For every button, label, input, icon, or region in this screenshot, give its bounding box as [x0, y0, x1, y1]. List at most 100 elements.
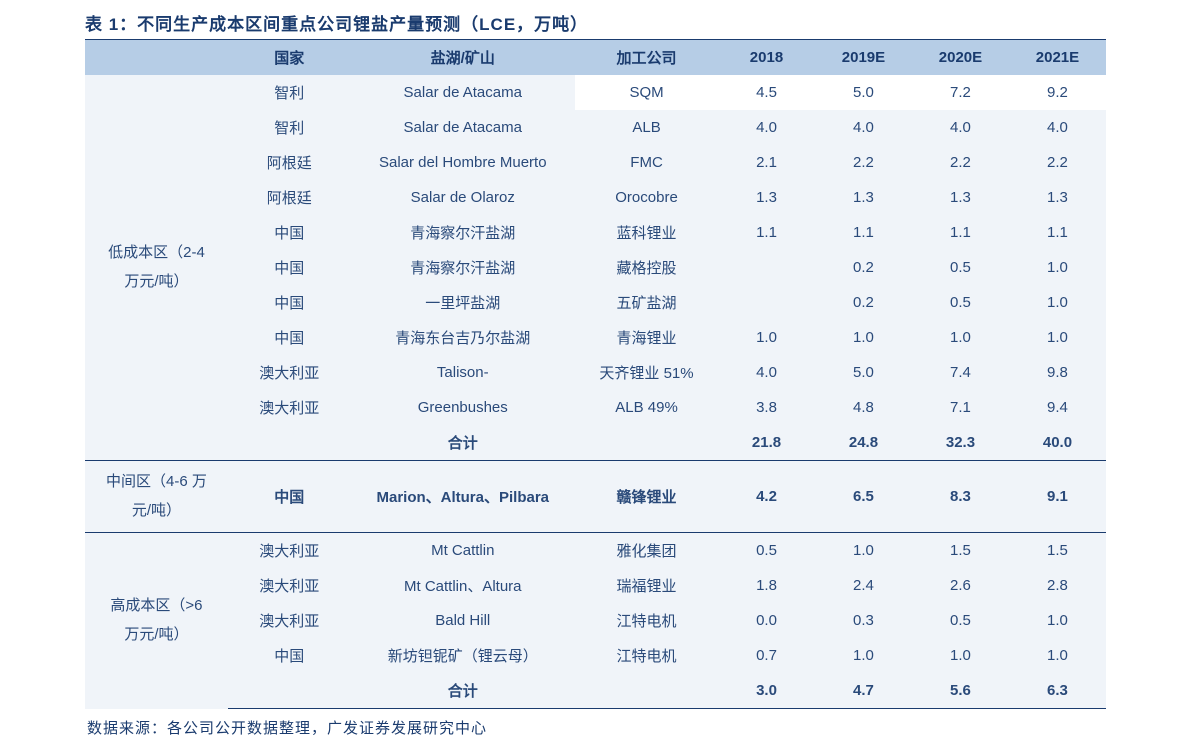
cell-2018: 0.7	[718, 638, 815, 673]
table-row: 澳大利亚GreenbushesALB 49%3.84.87.19.4	[85, 390, 1106, 425]
cell-2019: 0.2	[815, 250, 912, 285]
cell-mine: 青海察尔汗盐湖	[350, 250, 575, 285]
cell-company: 蓝科锂业	[575, 215, 718, 250]
col-2018: 2018	[718, 40, 815, 76]
cell-2018: 4.0	[718, 355, 815, 390]
cell-2019: 1.0	[815, 638, 912, 673]
cell-2019: 1.0	[815, 320, 912, 355]
table-row: 阿根廷Salar del Hombre MuertoFMC2.12.22.22.…	[85, 145, 1106, 180]
table-row: 智利Salar de AtacamaALB4.04.04.04.0	[85, 110, 1106, 145]
subtotal-row: 合计 21.824.832.340.0	[85, 425, 1106, 461]
subtotal-row: 合计3.04.75.66.3	[85, 673, 1106, 709]
col-country: 国家	[228, 40, 351, 76]
cell-2021: 9.1	[1009, 461, 1106, 533]
cell-2019: 6.5	[815, 461, 912, 533]
cell-2020: 0.5	[912, 250, 1009, 285]
cell-country: 中国	[228, 461, 351, 533]
cell-country: 中国	[228, 638, 351, 673]
cell-2020: 0.5	[912, 603, 1009, 638]
cell-mine: Bald Hill	[350, 603, 575, 638]
cell-2019: 1.0	[815, 533, 912, 569]
table-row: 中国青海察尔汗盐湖蓝科锂业1.11.11.11.1	[85, 215, 1106, 250]
cell-2019: 1.3	[815, 180, 912, 215]
cell-2020: 1.0	[912, 320, 1009, 355]
col-mine: 盐湖/矿山	[350, 40, 575, 76]
cell-2019: 5.0	[815, 355, 912, 390]
cell-2019: 1.1	[815, 215, 912, 250]
cell-2018: 3.8	[718, 390, 815, 425]
cell-country: 智利	[228, 110, 351, 145]
cell-2020: 8.3	[912, 461, 1009, 533]
cell-company: ALB	[575, 110, 718, 145]
cell-mine: Salar de Olaroz	[350, 180, 575, 215]
cell-mine: Salar del Hombre Muerto	[350, 145, 575, 180]
cell-mine: 一里坪盐湖	[350, 285, 575, 320]
cell-country: 中国	[228, 320, 351, 355]
cell-2020: 5.6	[912, 673, 1009, 709]
cell-country: 澳大利亚	[228, 355, 351, 390]
cell-2021: 9.4	[1009, 390, 1106, 425]
cell-2018: 3.0	[718, 673, 815, 709]
cell-company: 瑞福锂业	[575, 568, 718, 603]
lithium-production-table: 国家 盐湖/矿山 加工公司 2018 2019E 2020E 2021E 低成本…	[85, 39, 1106, 709]
cell-2021: 9.8	[1009, 355, 1106, 390]
cell-company: 赣锋锂业	[575, 461, 718, 533]
table-row: 阿根廷Salar de OlarozOrocobre1.31.31.31.3	[85, 180, 1106, 215]
cell-mine: 合计	[350, 673, 575, 709]
section-label: 高成本区（>6万元/吨）	[85, 533, 228, 709]
cell-mine: Mt Cattlin	[350, 533, 575, 569]
cell-country: 中国	[228, 285, 351, 320]
cell-mine: 合计	[350, 425, 575, 461]
cell-company: 青海锂业	[575, 320, 718, 355]
cell-company	[575, 673, 718, 709]
cell-country: 智利	[228, 75, 351, 110]
cell-2019: 4.0	[815, 110, 912, 145]
cell-company: 江特电机	[575, 603, 718, 638]
cell-2020: 2.6	[912, 568, 1009, 603]
cell-mine: Salar de Atacama	[350, 110, 575, 145]
cell-country: 阿根廷	[228, 180, 351, 215]
cell-2020: 1.1	[912, 215, 1009, 250]
cell-2018: 1.0	[718, 320, 815, 355]
cell-2020: 32.3	[912, 425, 1009, 461]
cell-2019: 2.2	[815, 145, 912, 180]
table-row: 澳大利亚Mt Cattlin、Altura瑞福锂业1.82.42.62.8	[85, 568, 1106, 603]
cell-2018: 0.0	[718, 603, 815, 638]
cell-2020: 1.3	[912, 180, 1009, 215]
cell-mine: Talison-	[350, 355, 575, 390]
table-row: 中国新坊钽铌矿（锂云母）江特电机0.71.01.01.0	[85, 638, 1106, 673]
cell-company: 藏格控股	[575, 250, 718, 285]
cell-2021: 40.0	[1009, 425, 1106, 461]
cell-2018	[718, 250, 815, 285]
cell-2018: 4.2	[718, 461, 815, 533]
table-header-row: 国家 盐湖/矿山 加工公司 2018 2019E 2020E 2021E	[85, 40, 1106, 76]
cell-company: SQM	[575, 75, 718, 110]
cell-2020: 0.5	[912, 285, 1009, 320]
cell-2019: 4.8	[815, 390, 912, 425]
cell-mine: 新坊钽铌矿（锂云母）	[350, 638, 575, 673]
table-row: 中间区（4-6 万元/吨）中国Marion、Altura、Pilbara赣锋锂业…	[85, 461, 1106, 533]
cell-2019: 24.8	[815, 425, 912, 461]
table-row: 高成本区（>6万元/吨）澳大利亚Mt Cattlin雅化集团0.51.01.51…	[85, 533, 1106, 569]
cell-2019: 0.3	[815, 603, 912, 638]
table-row: 中国一里坪盐湖五矿盐湖0.20.51.0	[85, 285, 1106, 320]
cell-2020: 1.5	[912, 533, 1009, 569]
cell-2019: 5.0	[815, 75, 912, 110]
table-row: 低成本区（2-4万元/吨）智利Salar de AtacamaSQM4.55.0…	[85, 75, 1106, 110]
cell-2020: 2.2	[912, 145, 1009, 180]
cell-company: ALB 49%	[575, 390, 718, 425]
cell-2021: 1.1	[1009, 215, 1106, 250]
cell-company	[575, 425, 718, 461]
cell-2018: 4.5	[718, 75, 815, 110]
cell-mine: 青海东台吉乃尔盐湖	[350, 320, 575, 355]
col-2020: 2020E	[912, 40, 1009, 76]
cell-mine: 青海察尔汗盐湖	[350, 215, 575, 250]
cell-2018: 21.8	[718, 425, 815, 461]
cell-2020: 7.1	[912, 390, 1009, 425]
col-2019: 2019E	[815, 40, 912, 76]
cell-2020: 7.4	[912, 355, 1009, 390]
cell-2021: 1.5	[1009, 533, 1106, 569]
cell-company: 雅化集团	[575, 533, 718, 569]
cell-2018: 1.3	[718, 180, 815, 215]
cell-2021: 1.0	[1009, 320, 1106, 355]
